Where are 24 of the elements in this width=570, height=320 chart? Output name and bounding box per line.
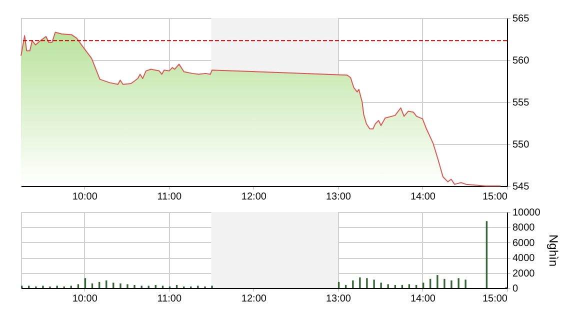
x-tick-label: 10:00: [72, 294, 98, 304]
x-tick-label: 15:00: [482, 192, 508, 202]
x-tick-label: 11:00: [157, 294, 182, 304]
y-tick-label: 555: [512, 98, 530, 108]
y-tick-label: 2000: [512, 268, 536, 280]
x-tick-label: 13:00: [326, 192, 352, 202]
x-tick-label: 14:00: [410, 294, 436, 304]
x-tick-label: 10:00: [72, 192, 98, 202]
x-tick-label: 12:00: [241, 294, 267, 304]
y-tick-label: 6000: [512, 238, 536, 249]
x-tick-label: 15:00: [482, 294, 508, 304]
y-tick-label: 0: [512, 284, 518, 294]
y-tick-label: 560: [512, 56, 530, 66]
y-tick-label: 545: [512, 182, 530, 192]
y-tick-label: 10000: [512, 208, 541, 218]
x-tick-label: 11:00: [157, 192, 182, 202]
x-tick-label: 12:00: [241, 192, 267, 202]
y-tick-label: 565: [512, 14, 530, 24]
y-tick-label: 550: [512, 140, 530, 150]
y-axis-title: Nghìn: [546, 234, 560, 267]
x-tick-label: 13:00: [326, 294, 352, 304]
y-tick-label: 4000: [512, 253, 536, 264]
x-tick-label: 14:00: [410, 192, 436, 202]
y-tick-label: 8000: [512, 222, 536, 234]
